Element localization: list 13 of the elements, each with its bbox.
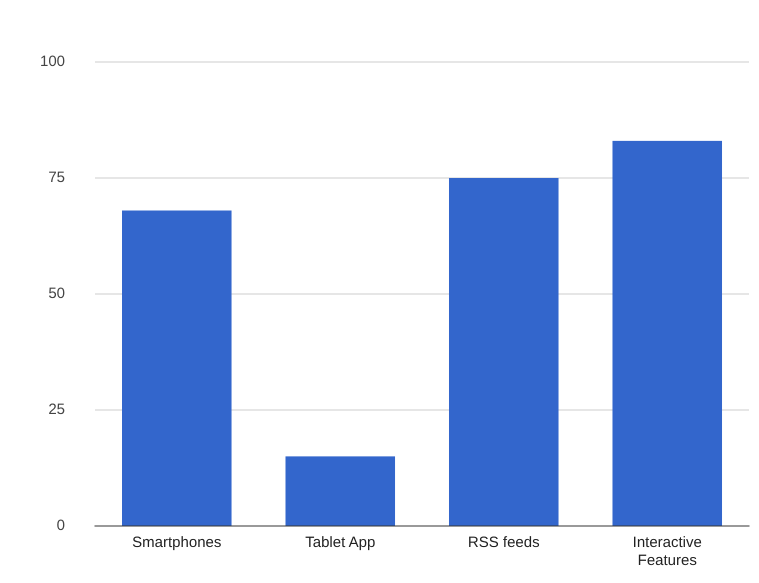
y-tick-label: 0 xyxy=(56,517,66,534)
y-tick-label: 25 xyxy=(48,401,66,418)
x-tick-label: Interactive Features xyxy=(632,534,702,570)
x-tick-label: Smartphones xyxy=(132,534,222,552)
bar xyxy=(612,140,722,526)
x-tick-label: RSS feeds xyxy=(468,534,540,552)
bar xyxy=(122,210,232,526)
y-tick-label: 50 xyxy=(48,285,66,302)
x-tick-label: Tablet App xyxy=(305,534,376,552)
bar xyxy=(285,456,396,526)
bar xyxy=(448,178,559,526)
y-tick-label: 100 xyxy=(40,53,66,70)
y-tick-label: 75 xyxy=(48,169,66,186)
